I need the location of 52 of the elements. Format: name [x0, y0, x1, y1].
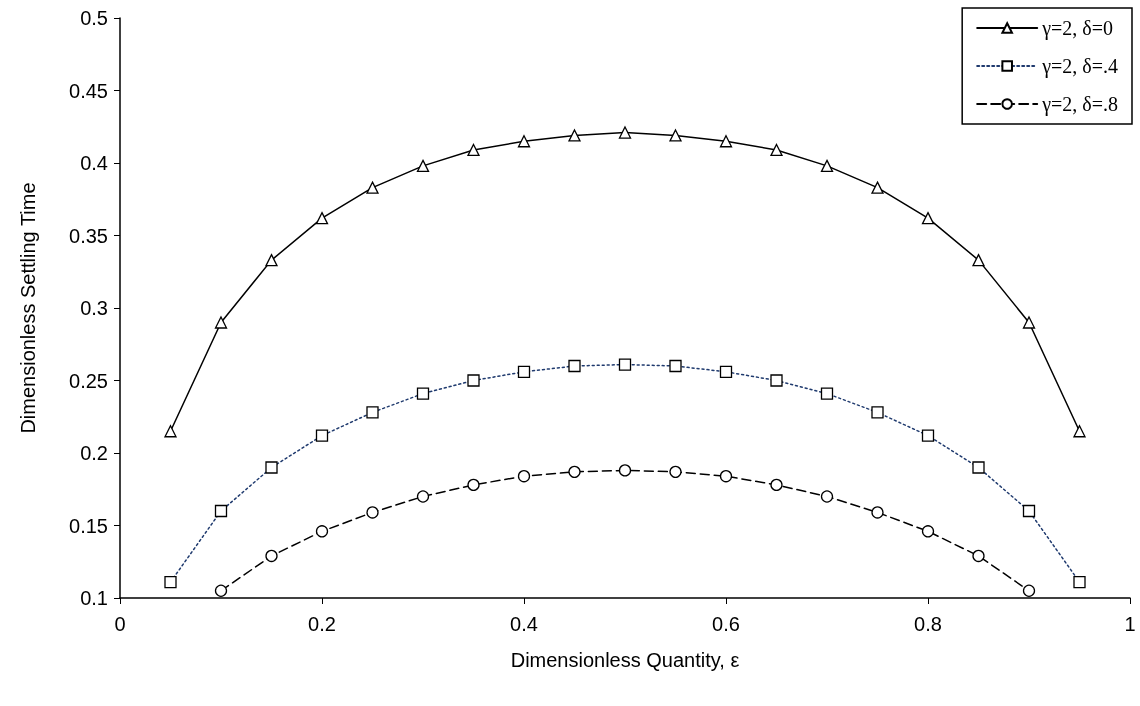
y-tick-label: 0.4 [80, 152, 108, 174]
y-tick-label: 0.35 [69, 224, 108, 247]
point [770, 478, 783, 492]
point [921, 211, 935, 225]
point [618, 126, 632, 139]
point [618, 464, 632, 477]
legend-label: γ=2, δ=.4 [1041, 55, 1119, 78]
point [517, 135, 531, 148]
point [669, 129, 682, 142]
point [1022, 584, 1036, 597]
y-tick-label: 0.1 [80, 587, 108, 609]
y-tick-label: 0.45 [69, 79, 108, 102]
point [214, 316, 228, 329]
point [921, 525, 935, 538]
point [1073, 425, 1086, 438]
point [315, 211, 329, 225]
point [669, 465, 682, 478]
point [1022, 316, 1036, 329]
point [366, 181, 379, 194]
point [517, 470, 531, 483]
legend-label: γ=2, δ=0 [1041, 17, 1114, 40]
y-axis-title: Dimensionless Settling Time [17, 182, 39, 434]
y-tick-label: 0.15 [69, 514, 108, 537]
point [568, 465, 581, 478]
point [416, 490, 430, 503]
point [265, 549, 278, 563]
point [871, 181, 884, 194]
x-tick-label: 0.4 [510, 613, 538, 635]
y-tick-label: 0.25 [69, 369, 108, 392]
point [265, 254, 278, 267]
x-tick-label: 1 [1124, 613, 1136, 635]
point [719, 470, 733, 483]
point [467, 478, 480, 492]
point [214, 584, 228, 597]
x-axis-title: Dimensionless Quantity, ε [510, 649, 740, 671]
x-tick-label: 0.6 [712, 613, 740, 635]
legend-label: γ=2, δ=.8 [1041, 93, 1119, 116]
point [972, 549, 985, 563]
x-tick-label: 0 [114, 613, 126, 635]
point [568, 129, 581, 142]
y-tick-label: 0.5 [80, 7, 108, 29]
point [871, 506, 884, 519]
point [719, 135, 733, 148]
y-tick-label: 0.3 [80, 297, 108, 319]
point [820, 490, 834, 503]
point [366, 506, 379, 519]
point [315, 525, 329, 538]
x-tick-label: 0.8 [914, 613, 942, 635]
x-tick-label: 0.2 [308, 613, 336, 635]
y-tick-label: 0.2 [80, 442, 108, 464]
point [164, 425, 177, 438]
point [972, 254, 985, 267]
